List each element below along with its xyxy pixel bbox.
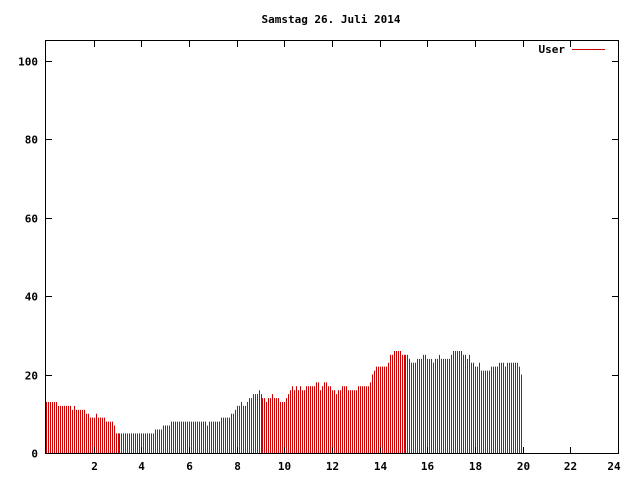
x-tick-label: 10	[278, 460, 291, 473]
y-tick-label: 0	[31, 448, 38, 461]
x-tick-label: 6	[186, 460, 193, 473]
x-tick-label: 16	[421, 460, 435, 473]
plot-frame	[45, 40, 619, 454]
x-tick-label: 24	[607, 460, 621, 473]
x-tick-label: 8	[234, 460, 241, 473]
x-tick-label: 14	[374, 460, 388, 473]
y-tick-label: 100	[18, 56, 38, 69]
legend-label-user: User	[539, 43, 566, 56]
y-tick-label: 40	[25, 291, 38, 304]
x-tick-label: 18	[469, 460, 482, 473]
x-tick-label: 4	[138, 460, 145, 473]
x-tick-label: 2	[91, 460, 98, 473]
y-tick-label: 60	[25, 213, 38, 226]
x-tick-label: 12	[326, 460, 339, 473]
x-tick-label: 22	[564, 460, 577, 473]
y-tick-label: 20	[25, 370, 38, 383]
y-tick-label: 80	[25, 134, 38, 147]
bar-series-user	[46, 350, 522, 453]
chart-title: Samstag 26. Juli 2014	[261, 13, 400, 26]
legend: User	[539, 43, 605, 56]
x-tick-label: 20	[517, 460, 530, 473]
